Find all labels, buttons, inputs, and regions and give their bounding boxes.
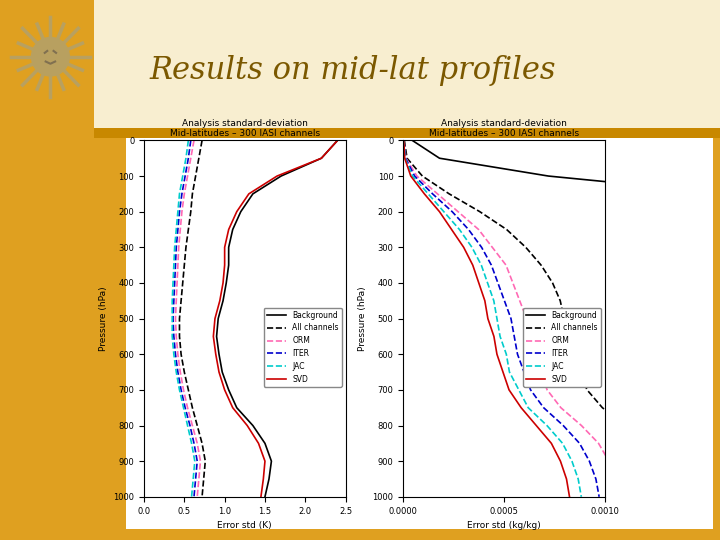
Legend: Background, All channels, ORM, ITER, JAC, SVD: Background, All channels, ORM, ITER, JAC… bbox=[264, 307, 342, 387]
Legend: Background, All channels, ORM, ITER, JAC, SVD: Background, All channels, ORM, ITER, JAC… bbox=[523, 307, 601, 387]
X-axis label: Error std (K): Error std (K) bbox=[217, 521, 272, 530]
Circle shape bbox=[32, 37, 69, 76]
Y-axis label: Pressure (hPa): Pressure (hPa) bbox=[99, 286, 108, 351]
Title: Analysis standard-deviation
Mid-latitudes – 300 IASI channels: Analysis standard-deviation Mid-latitude… bbox=[429, 119, 579, 138]
X-axis label: Error std (kg/kg): Error std (kg/kg) bbox=[467, 521, 541, 530]
Text: Results on mid-lat profiles: Results on mid-lat profiles bbox=[149, 55, 556, 86]
Y-axis label: Pressure (hPa): Pressure (hPa) bbox=[358, 286, 367, 351]
Bar bbox=[94, 0, 720, 130]
Bar bbox=[94, 128, 720, 138]
Title: Analysis standard-deviation
Mid-latitudes – 300 IASI channels: Analysis standard-deviation Mid-latitude… bbox=[170, 119, 320, 138]
Bar bbox=[126, 130, 713, 529]
